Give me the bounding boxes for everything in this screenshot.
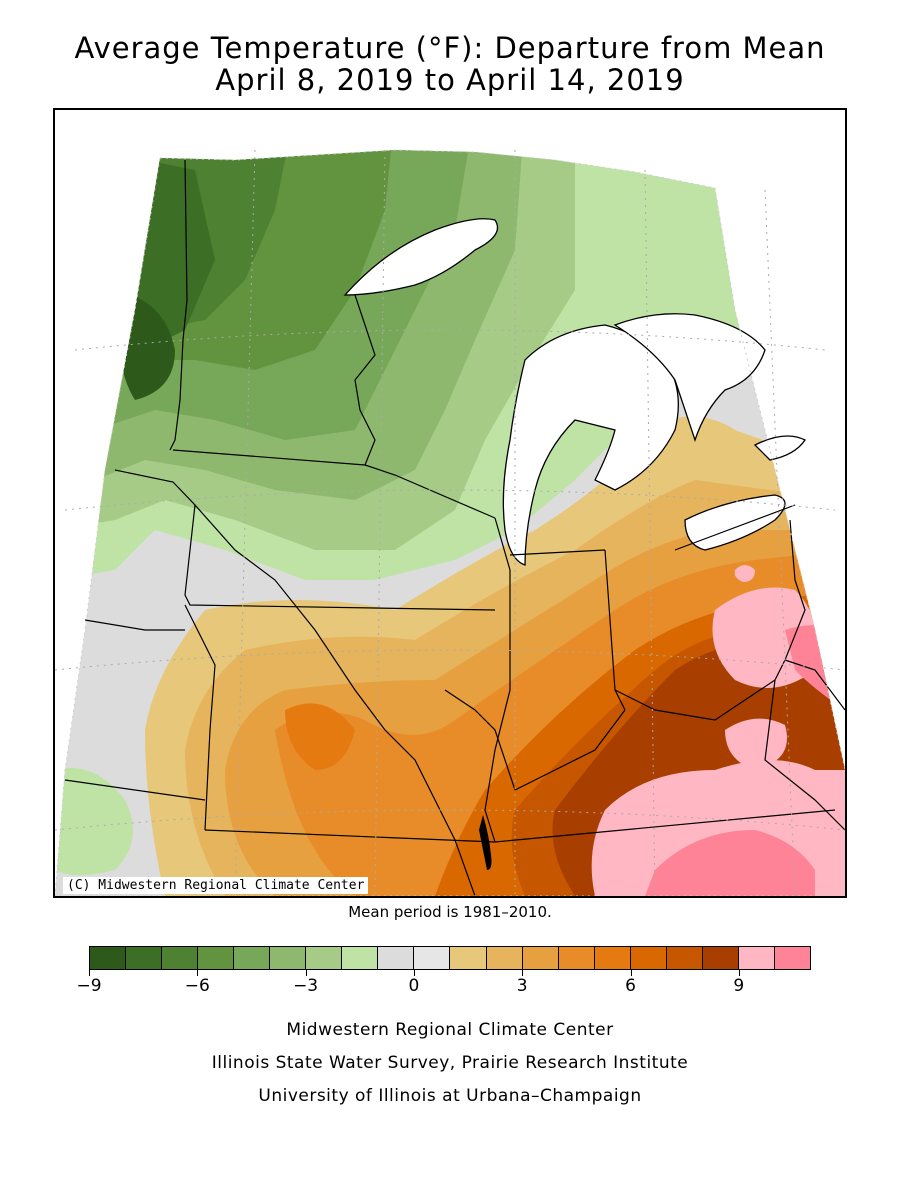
map-title-line1: Average Temperature (°F): Departure from… [74, 31, 826, 65]
credit-line-3: University of Illinois at Urbana–Champai… [258, 1086, 642, 1106]
legend-swatch [126, 947, 163, 969]
legend-swatch [738, 947, 775, 969]
river-feature [479, 815, 492, 870]
color-legend [89, 946, 811, 970]
legend-tick [738, 970, 740, 976]
legend-swatch [450, 947, 487, 969]
legend-swatch [630, 947, 667, 969]
state-boundaries [64, 159, 845, 896]
legend-swatch [414, 947, 451, 969]
legend-tick [413, 970, 415, 976]
legend-swatch [522, 947, 559, 969]
legend-tick-label: 6 [625, 976, 636, 996]
credit-line-2: Illinois State Water Survey, Prairie Res… [211, 1053, 689, 1073]
legend-tick [305, 970, 307, 976]
mean-period-note: Mean period is 1981–2010. [348, 903, 552, 921]
legend-swatch [198, 947, 235, 969]
legend-tick-label: 3 [516, 976, 528, 996]
legend-swatch [558, 947, 595, 969]
legend-tick-label: 9 [733, 976, 745, 996]
legend-tick-label: −3 [293, 976, 319, 996]
legend-tick [197, 970, 199, 976]
legend-tick-label: 0 [408, 976, 420, 996]
legend-swatch [90, 947, 127, 969]
legend-swatch [594, 947, 631, 969]
legend-swatch [234, 947, 271, 969]
map-title-line2: April 8, 2019 to April 14, 2019 [215, 63, 685, 97]
copyright-label: (C) Midwestern Regional Climate Center [63, 877, 369, 894]
legend-tick-label: −6 [184, 976, 210, 996]
legend-swatch [486, 947, 523, 969]
legend-swatch [666, 947, 703, 969]
map-panel: (C) Midwestern Regional Climate Center [53, 108, 847, 898]
legend-swatch [342, 947, 379, 969]
credit-line-1: Midwestern Regional Climate Center [286, 1020, 614, 1040]
legend-swatch [270, 947, 307, 969]
legend-tick [630, 970, 632, 976]
legend-tick [89, 970, 90, 976]
graticule [55, 149, 845, 896]
legend-swatch [162, 947, 199, 969]
temperature-departure-map [55, 149, 845, 896]
legend-swatch [306, 947, 343, 969]
legend-swatch [702, 947, 739, 969]
legend-swatch [378, 947, 415, 969]
legend-swatch [774, 947, 810, 969]
legend-tick-label: −9 [76, 976, 102, 996]
legend-tick [522, 970, 524, 976]
shaded-temperature-field [55, 150, 845, 896]
